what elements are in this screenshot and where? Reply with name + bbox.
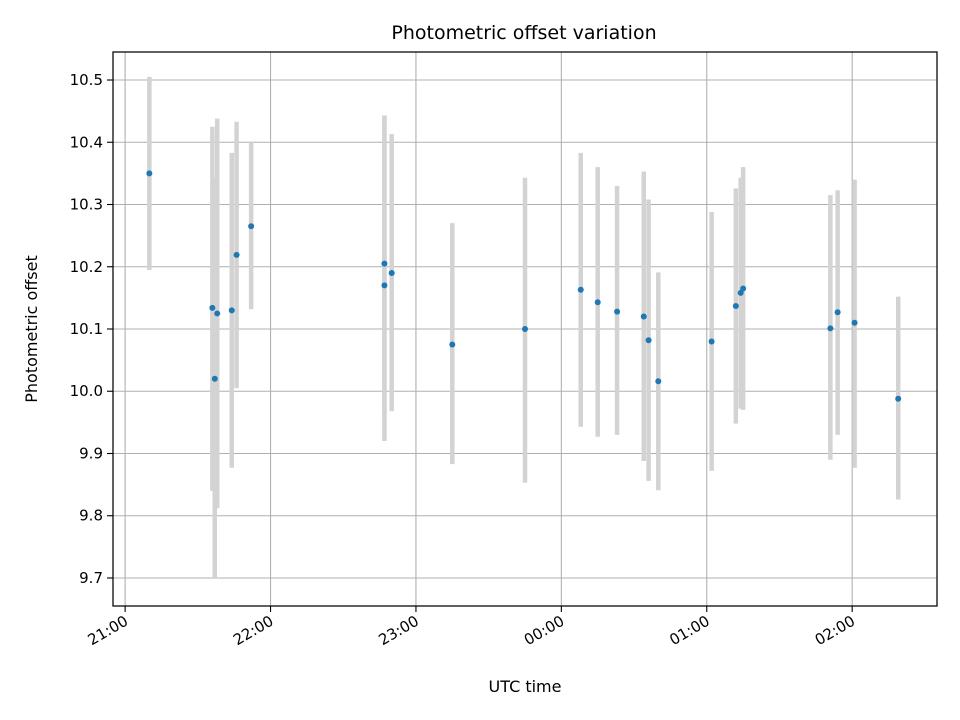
- data-point: [655, 378, 662, 385]
- y-tick-label: 10.3: [70, 196, 103, 214]
- data-point: [209, 304, 216, 311]
- y-tick-label: 10.4: [70, 133, 103, 151]
- data-point: [851, 319, 858, 326]
- y-tick-label: 10.0: [70, 382, 103, 400]
- data-point: [594, 299, 601, 306]
- data-point: [522, 326, 528, 332]
- data-point: [834, 309, 841, 316]
- data-point: [233, 251, 240, 258]
- chart-title: Photometric offset variation: [391, 22, 656, 44]
- data-point: [640, 313, 647, 320]
- data-point: [732, 302, 739, 309]
- y-tick-label: 9.7: [79, 569, 103, 587]
- y-tick-label: 10.1: [70, 320, 103, 338]
- data-point: [577, 286, 584, 293]
- data-point: [740, 285, 747, 292]
- data-point: [895, 395, 902, 402]
- y-axis-label: Photometric offset: [22, 255, 41, 403]
- data-point: [228, 307, 235, 314]
- data-point: [146, 170, 153, 177]
- data-point: [381, 282, 388, 289]
- data-point: [449, 341, 456, 348]
- data-point: [708, 338, 715, 345]
- y-tick-label: 9.9: [79, 444, 103, 462]
- data-point: [388, 269, 395, 276]
- y-tick-label: 10.5: [70, 71, 103, 89]
- y-tick-label: 9.8: [79, 507, 103, 525]
- data-point: [645, 337, 652, 344]
- data-point: [827, 325, 834, 332]
- point-layer: [146, 170, 902, 402]
- data-point: [614, 308, 621, 315]
- x-axis-label: UTC time: [489, 677, 562, 696]
- data-point: [211, 375, 218, 382]
- data-point: [381, 260, 388, 267]
- y-tick-label: 10.2: [70, 258, 103, 276]
- data-point: [214, 310, 221, 317]
- data-point: [248, 223, 255, 230]
- data-point: [737, 289, 744, 296]
